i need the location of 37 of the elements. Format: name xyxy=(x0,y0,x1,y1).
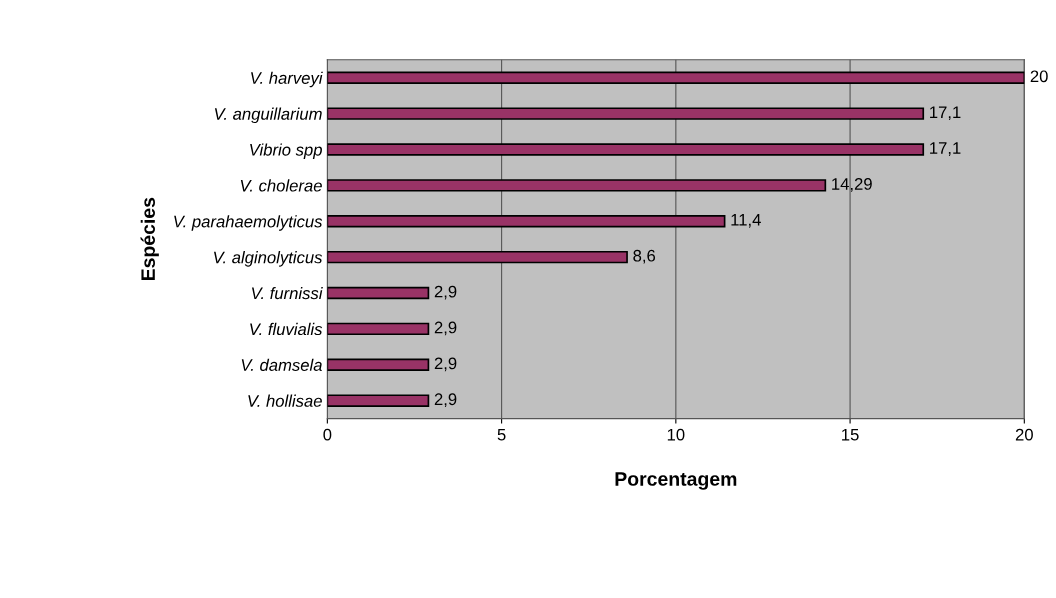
bar xyxy=(327,179,827,192)
data-label: 17,1 xyxy=(930,142,961,156)
bar xyxy=(327,107,925,120)
data-label: 2,9 xyxy=(434,393,457,408)
data-label: 2,9 xyxy=(434,357,457,372)
bar xyxy=(327,250,628,264)
x-tick-label: 10 xyxy=(667,428,685,441)
y-tick-label: V. cholerae xyxy=(240,179,322,192)
y-tick-label: Vibrio spp xyxy=(250,143,322,159)
data-label: 14,29 xyxy=(832,178,872,192)
bar xyxy=(327,71,1025,84)
x-tick-label: 15 xyxy=(842,428,859,441)
y-tick-label: V. anguillarium xyxy=(214,107,322,124)
y-tick-label: V. furnissi xyxy=(252,286,323,300)
y-tick-label: V. fluvialis xyxy=(250,322,323,336)
data-label: 20 xyxy=(1030,70,1048,83)
y-tick-label: V. harveyi xyxy=(251,71,323,88)
x-tick-label: 5 xyxy=(497,428,506,441)
data-label: 2,9 xyxy=(434,285,457,300)
bar xyxy=(327,358,430,371)
data-label: 2,9 xyxy=(434,321,457,336)
y-tick-label: V. damsela xyxy=(241,358,322,371)
bar xyxy=(327,143,925,156)
x-axis-title: Porcentagem xyxy=(615,472,737,490)
y-axis-title: Espécies xyxy=(140,197,159,281)
bar xyxy=(327,322,430,336)
bar xyxy=(327,286,430,300)
data-label: 11,4 xyxy=(731,214,761,228)
y-tick-label: V. alginolyticus xyxy=(214,251,323,267)
data-label: 8,6 xyxy=(633,249,656,264)
y-tick-label: V. parahaemolyticus xyxy=(174,215,323,231)
x-tick-label: 0 xyxy=(323,428,332,441)
data-label: 17,1 xyxy=(930,106,961,121)
bar xyxy=(327,215,726,228)
y-tick-label: V. hollisae xyxy=(248,394,322,407)
x-tick-label: 20 xyxy=(1015,428,1033,441)
bar xyxy=(327,394,430,407)
